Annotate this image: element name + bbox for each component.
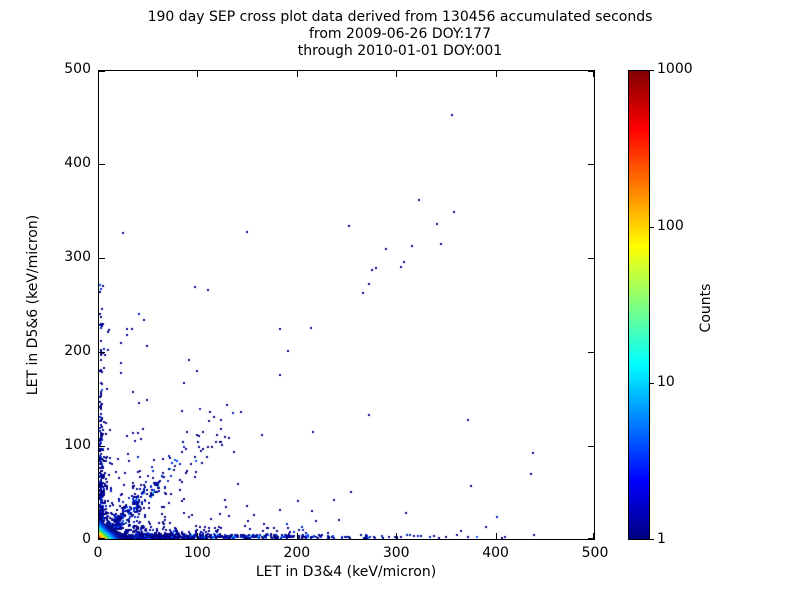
plot-title-line3: through 2010-01-01 DOY:001 <box>297 43 503 59</box>
y-tick-right <box>588 538 594 539</box>
x-tick <box>98 533 99 539</box>
y-tick <box>99 258 105 259</box>
x-tick <box>593 533 594 539</box>
y-tick-label: 0 <box>82 531 91 547</box>
y-tick <box>99 352 105 353</box>
x-tick <box>495 533 497 539</box>
x-tick-label: 0 <box>93 545 103 561</box>
y-tick-right <box>588 164 594 165</box>
colorbar-label: Counts <box>698 283 714 333</box>
x-tick <box>197 533 199 539</box>
y-tick-label: 500 <box>64 61 91 77</box>
colorbar-tick <box>650 539 654 540</box>
colorbar-tick-label: 10 <box>657 374 675 391</box>
y-tick-label: 200 <box>64 343 91 359</box>
x-tick-top <box>197 71 199 77</box>
plot-title-line2: from 2009-06-26 DOY:177 <box>308 26 491 42</box>
y-tick <box>99 446 105 447</box>
y-tick-right <box>588 258 594 259</box>
colorbar-tick-label: 100 <box>657 217 684 234</box>
colorbar-tick <box>650 383 654 385</box>
y-tick-label: 100 <box>64 437 91 453</box>
x-tick-label: 100 <box>184 545 211 561</box>
colorbar-tick-label: 1 <box>657 531 666 547</box>
y-tick-right <box>588 446 594 447</box>
scatter-canvas <box>99 71 594 539</box>
x-tick-label: 400 <box>482 545 509 561</box>
y-tick <box>99 164 105 165</box>
x-tick-top <box>98 71 99 77</box>
x-tick <box>396 533 398 539</box>
y-axis-label: LET in D5&6 (keV/micron) <box>25 214 41 396</box>
x-tick-top <box>495 71 497 77</box>
colorbar-tick <box>650 226 654 228</box>
y-tick-right <box>588 352 594 353</box>
plot-title-line1: 190 day SEP cross plot data derived from… <box>147 9 653 25</box>
y-tick-label: 400 <box>64 155 91 171</box>
plot-area <box>98 70 595 540</box>
y-tick <box>99 538 105 539</box>
colorbar <box>628 70 650 540</box>
colorbar-tick <box>650 70 654 71</box>
y-tick-right <box>588 71 594 72</box>
x-tick-label: 500 <box>581 545 609 561</box>
x-tick-top <box>593 71 594 77</box>
plot-title: 190 day SEP cross plot data derived from… <box>0 9 800 60</box>
x-tick <box>296 533 298 539</box>
colorbar-tick-label: 1000 <box>657 61 693 77</box>
y-tick-label: 300 <box>64 249 91 265</box>
x-tick-top <box>296 71 298 77</box>
colorbar-gradient <box>629 71 649 539</box>
x-tick-label: 200 <box>283 545 311 561</box>
x-tick-label: 300 <box>382 545 410 561</box>
x-tick-top <box>396 71 398 77</box>
x-axis-label: LET in D3&4 (keV/micron) <box>255 564 437 580</box>
y-tick <box>99 71 105 72</box>
